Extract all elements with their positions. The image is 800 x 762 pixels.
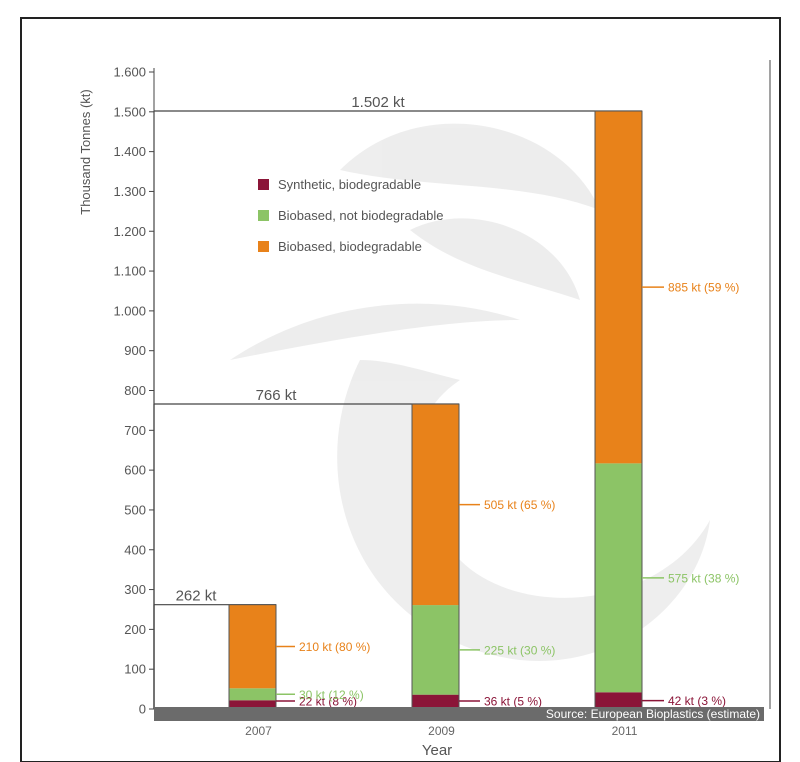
bar-segment xyxy=(595,463,642,693)
segment-label: 885 kt (59 %) xyxy=(668,281,739,295)
segment-label: 42 kt (3 %) xyxy=(668,694,726,708)
legend-label-biobased-not-biodegradable: Biobased, not biodegradable xyxy=(278,208,444,223)
bar-segment xyxy=(412,694,459,709)
x-tick-label: 2011 xyxy=(612,724,638,738)
y-tick-label: 1.000 xyxy=(113,303,146,318)
y-axis: 0 100 200 300 400 500 600 700 800 900 1.000 1.100 1.… xyxy=(113,65,155,717)
y-tick-label: 300 xyxy=(124,582,146,597)
y-tick-label: 700 xyxy=(124,423,146,438)
total-label: 766 kt xyxy=(256,387,298,404)
legend: Synthetic, biodegradable Biobased, not b… xyxy=(258,177,444,254)
y-axis-label: Thousand Tonnes (kt) xyxy=(78,89,93,215)
x-axis-label: Year xyxy=(422,742,452,759)
y-tick-label: 1.300 xyxy=(113,184,146,199)
outer-border xyxy=(20,17,781,762)
bars xyxy=(228,110,643,710)
segment-label: 22 kt (8 %) xyxy=(299,695,357,709)
total-label: 262 kt xyxy=(176,588,218,605)
segment-label: 30 kt (12 %) xyxy=(299,688,364,702)
y-tick-label: 900 xyxy=(124,343,146,358)
legend-label-biobased-biodegradable: Biobased, biodegradable xyxy=(278,239,422,254)
bar-segment xyxy=(412,404,459,606)
legend-swatch-synthetic xyxy=(258,179,269,190)
legend-label-synthetic: Synthetic, biodegradable xyxy=(278,177,421,192)
segment-label: 505 kt (65 %) xyxy=(484,498,555,512)
y-tick-label: 100 xyxy=(124,662,146,677)
segment-labels: 22 kt (8 %)30 kt (12 %) 210 kt (80 %) 36 k… xyxy=(276,281,739,709)
legend-swatch-biobased-not-biodegradable xyxy=(258,210,269,221)
bar-segment xyxy=(229,604,276,689)
segment-label: 36 kt (5 %) xyxy=(484,695,542,709)
bar-segment xyxy=(595,692,642,709)
y-tick-label: 1.600 xyxy=(113,65,146,80)
y-tick-label: 500 xyxy=(124,502,146,517)
y-tick-label: 1.500 xyxy=(113,104,146,119)
y-tick-label: 600 xyxy=(124,463,146,478)
y-tick-label: 200 xyxy=(124,622,146,637)
totals-brackets: 262 kt 766 kt 1.502 kt xyxy=(153,60,771,709)
bar-segment xyxy=(412,605,459,695)
x-tick-labels: 2007 2009 2011 xyxy=(245,724,638,738)
y-tick-label: 1.400 xyxy=(113,144,146,159)
y-tick-label: 800 xyxy=(124,383,146,398)
y-tick-label: 1.100 xyxy=(113,264,146,279)
segment-label: 210 kt (80 %) xyxy=(299,640,370,654)
bar-segment xyxy=(229,700,276,709)
segment-label: 225 kt (30 %) xyxy=(484,643,555,657)
total-label: 1.502 kt xyxy=(351,94,405,111)
legend-swatch-biobased-biodegradable xyxy=(258,241,269,252)
source-band xyxy=(154,707,764,721)
bar-segment xyxy=(595,111,642,464)
bar-segment xyxy=(229,688,276,701)
x-tick-label: 2009 xyxy=(428,724,455,738)
y-tick-label: 400 xyxy=(124,542,146,557)
y-tick-label: 0 xyxy=(139,702,146,717)
x-tick-label: 2007 xyxy=(245,724,272,738)
segment-label: 575 kt (38 %) xyxy=(668,571,739,585)
source-text: Source: European Bioplastics (estimate) xyxy=(546,707,760,721)
y-tick-label: 1.200 xyxy=(113,224,146,239)
